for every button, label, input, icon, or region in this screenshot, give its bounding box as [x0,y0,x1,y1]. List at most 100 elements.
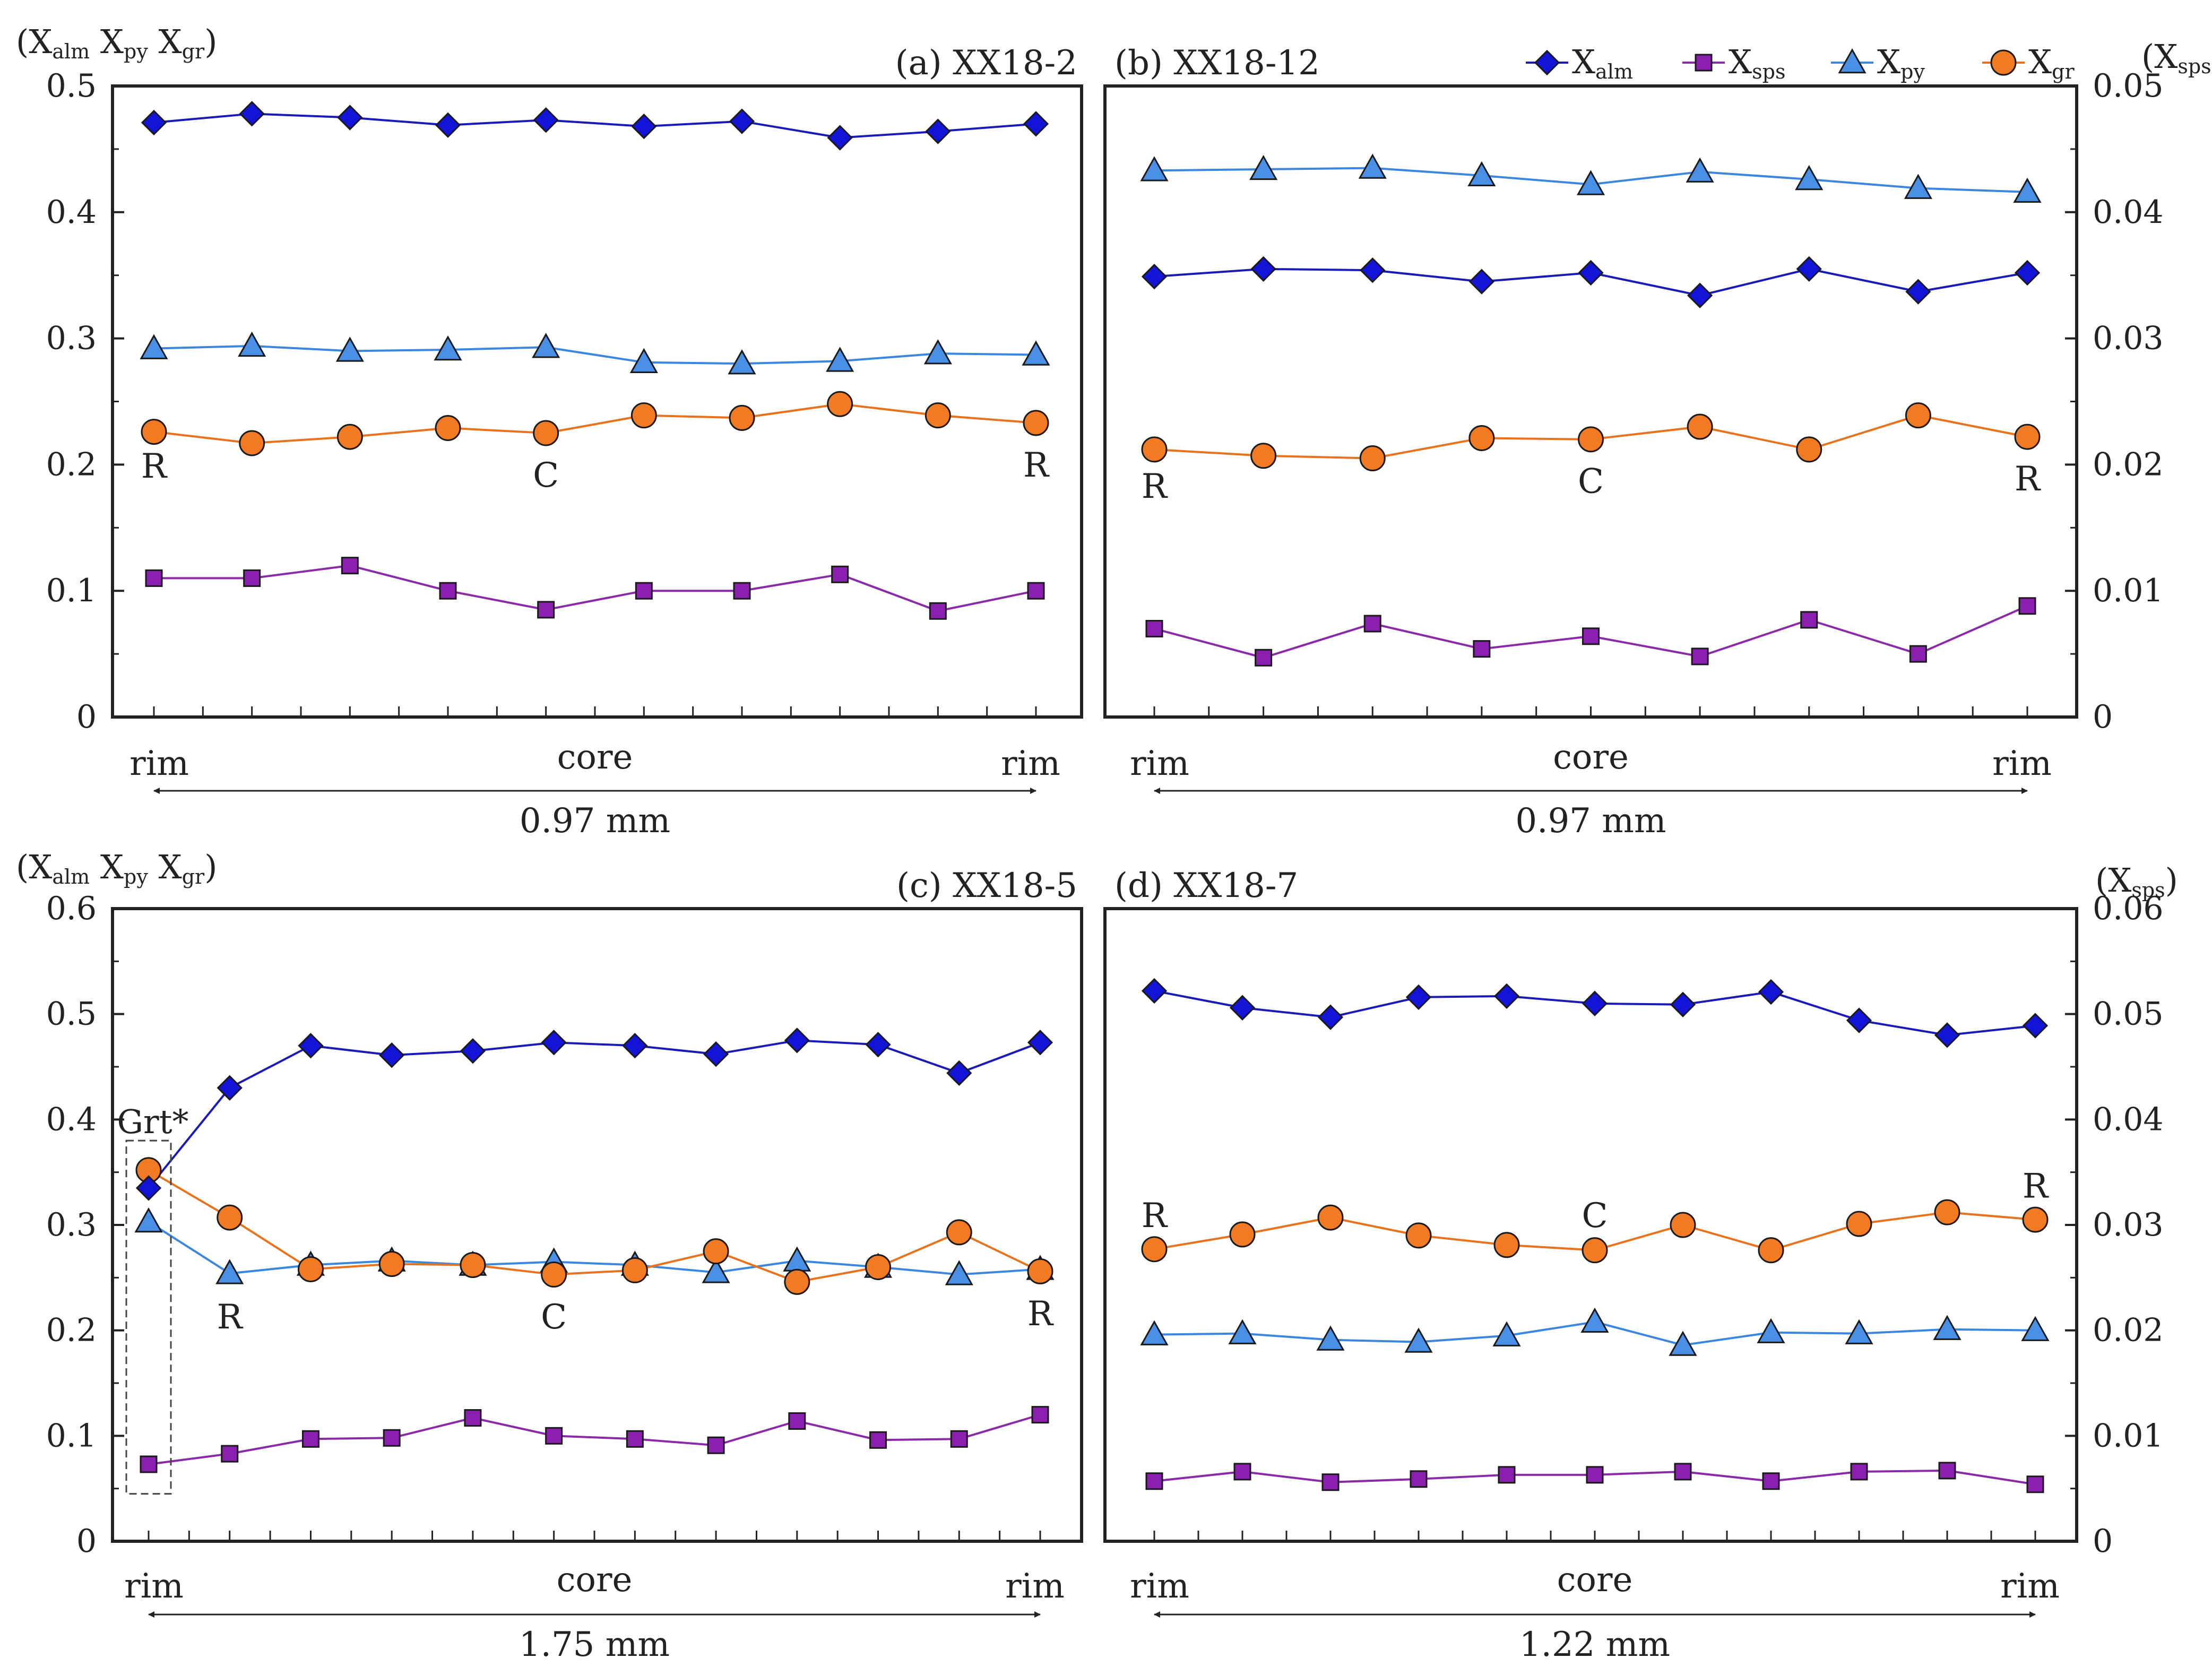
point-py [1140,156,1169,182]
point-py [1904,174,1932,199]
point-py [532,333,560,358]
y-tick-label: 0.2 [46,446,97,483]
point-gr [703,1238,729,1265]
point-gr [1493,1232,1520,1258]
panel-title: (c) XX18-5 [896,866,1077,905]
annotation-label: R [1027,1294,1054,1334]
scale-label: 0.97 mm [520,801,670,841]
point-py [728,349,756,375]
x-label-center: core [557,1560,633,1600]
left-axis-label-bottom: (Xalm Xpy Xgr) [16,848,217,888]
point-gr [1027,1258,1053,1284]
point-sps [1145,1472,1163,1490]
legend-label-alm: Xalm [1572,42,1633,83]
y-tick-label: 0.5 [46,996,97,1033]
point-py [1492,1321,1521,1346]
panel-title: (b) XX18-12 [1114,44,1320,83]
legend: Xalm Xsps Xpy Xgr [1526,42,2075,83]
point-py [1022,340,1050,366]
y-tick-label: 0.02 [2093,1312,2164,1349]
legend-label-gr: Xgr [2028,42,2075,83]
point-py [1580,1307,1609,1333]
point-alm [1796,256,1822,282]
annotation-label: R [1023,446,1050,485]
point-gr [1317,1204,1344,1231]
x-label-center: core [557,738,633,777]
y-tick-label: 0 [76,698,97,736]
point-py [783,1246,811,1272]
point-py [702,1258,730,1283]
x-label-right: rim [1005,1567,1065,1606]
point-gr [784,1268,810,1295]
scale-label: 0.97 mm [1515,801,1666,841]
point-sps [1321,1473,1340,1491]
x-label-left: rim [1130,744,1189,783]
point-alm [729,108,755,134]
point-alm [533,107,559,133]
panel-title: (a) XX18-2 [895,44,1077,83]
annotation-label: R [217,1298,244,1337]
point-gr [946,1219,972,1246]
point-sps [221,1445,239,1463]
point-sps [869,1431,887,1449]
point-sps [1233,1463,1251,1481]
legend-label-sps: Xsps [1729,42,1785,83]
legend-marker-gr [1990,49,2017,76]
point-gr [924,402,951,429]
point-alm [1027,1030,1053,1056]
y-tick-label: 0.01 [2093,1417,2164,1454]
point-py [1757,1318,1785,1343]
point-sps [1031,1406,1049,1424]
point-alm [2014,260,2041,286]
point-sps [537,601,555,619]
axis-group-label: (Xsps) [2095,861,2178,902]
y-tick-label: 0.1 [46,572,97,609]
point-sps [788,1412,806,1430]
y-tick-label: 0.03 [2093,320,2164,357]
point-alm [925,118,951,144]
point-sps [1674,1463,1692,1481]
point-gr [2022,1206,2049,1233]
point-gr [827,391,853,417]
panel-title: (d) XX18-7 [1114,866,1298,905]
point-gr [1250,443,1277,469]
point-sps [831,565,849,583]
point-py [1228,1319,1257,1344]
point-py [140,334,168,359]
annotation-label: R [2015,460,2041,499]
point-gr [541,1261,567,1288]
y-tick-label: 0.3 [46,320,97,357]
y-tick-label: 0.04 [2093,194,2164,231]
y-tick-label: 0.6 [46,890,97,927]
x-label-left: rim [129,744,189,783]
point-alm [1934,1022,1960,1048]
point-sps [464,1409,482,1427]
point-sps [1145,620,1163,638]
point-sps [145,569,163,587]
point-alm [337,105,363,131]
panel-d: 0 0.01 0.02 0.03 0.04 0.05 0.06 (d) XX18-7 R C Rri… [1103,866,2164,1664]
point-sps [1027,582,1045,600]
y-tick-label: 0 [2093,1523,2113,1560]
point-alm [217,1075,243,1101]
point-py [434,335,462,361]
point-sps [383,1429,401,1447]
point-alm [1578,260,1604,286]
point-py [1316,1325,1345,1351]
point-py [1686,157,1714,183]
point-gr [1359,445,1386,472]
y-tick-label: 0 [2093,698,2113,736]
point-py [629,348,658,374]
point-sps [626,1430,644,1448]
point-alm [135,1175,162,1201]
y-tick-label: 0.05 [2093,996,2164,1033]
point-alm [435,112,461,138]
point-gr [1905,402,1931,429]
y-tick-label: 0.5 [46,67,97,105]
y-tick-label: 0.04 [2093,1101,2164,1138]
scale-label: 1.22 mm [1519,1625,1670,1664]
point-py [923,339,952,365]
point-sps [1473,640,1491,658]
y-tick-label: 0 [76,1523,97,1560]
legend-marker-alm [1534,49,1560,76]
